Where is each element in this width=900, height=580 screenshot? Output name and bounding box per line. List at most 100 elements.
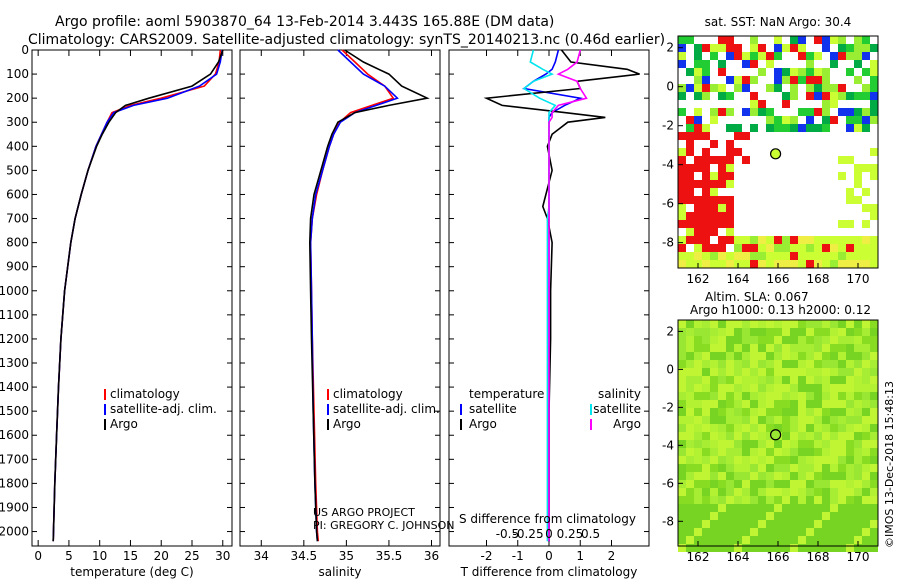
sst-cell (806, 84, 814, 92)
sla-cell (862, 368, 870, 376)
sst-cell (806, 68, 814, 76)
sst-cell (726, 76, 734, 84)
map-x-tick-label: 170 (847, 550, 870, 564)
sst-cell (694, 252, 702, 260)
sst-cell (870, 124, 878, 132)
sla-cell (718, 472, 726, 480)
sst-cell (766, 116, 774, 124)
sla-cell (782, 344, 790, 352)
sst-cell (718, 212, 726, 220)
sla-cell (862, 488, 870, 496)
sla-cell (870, 496, 878, 504)
sla-cell (742, 432, 750, 440)
sst-cell (774, 236, 782, 244)
depth-tick-label: 1300 (0, 356, 29, 370)
sst-cell (774, 92, 782, 100)
sla-cell (838, 496, 846, 504)
sst-cell (718, 172, 726, 180)
sst-cell (734, 108, 742, 116)
sst-cell (726, 108, 734, 116)
sla-cell (710, 376, 718, 384)
sst-cell (846, 236, 854, 244)
sst-cell (694, 124, 702, 132)
sla-cell (710, 520, 718, 528)
sst-cell (782, 100, 790, 108)
sst-cell (702, 124, 710, 132)
sst-cell (734, 36, 742, 44)
legend-label: Argo (469, 417, 497, 431)
sla-cell (702, 464, 710, 472)
sla-cell (838, 432, 846, 440)
sst-cell (814, 244, 822, 252)
sla-cell (734, 376, 742, 384)
map-y-tick-label: -4 (662, 158, 674, 172)
sla-cell (678, 472, 686, 480)
sla-cell (710, 328, 718, 336)
sla-cell (686, 496, 694, 504)
sst-cell (726, 188, 734, 196)
sla-cell (774, 544, 782, 552)
sla-cell (694, 408, 702, 416)
sla-cell (862, 544, 870, 552)
sla-cell (726, 448, 734, 456)
sst-cell (854, 252, 862, 260)
sla-cell (814, 328, 822, 336)
sla-cell (814, 432, 822, 440)
sst-cell (766, 52, 774, 60)
sla-cell (758, 320, 766, 328)
sla-cell (742, 512, 750, 520)
sla-cell (782, 488, 790, 496)
sst-cell (686, 68, 694, 76)
sla-cell (766, 456, 774, 464)
sla-cell (790, 536, 798, 544)
sst-cell (830, 92, 838, 100)
sst-cell (742, 244, 750, 252)
sla-cell (686, 344, 694, 352)
sst-cell (830, 108, 838, 116)
sst-cell (694, 108, 702, 116)
sla-cell (718, 416, 726, 424)
legend-label: satellite (469, 402, 517, 416)
sla-cell (782, 376, 790, 384)
map-x-tick-label: 164 (727, 550, 750, 564)
x-tick-label: -1 (512, 549, 524, 563)
sst-cell (710, 196, 718, 204)
sst-cell (726, 180, 734, 188)
sla-cell (822, 320, 830, 328)
sla-cell (870, 416, 878, 424)
sla-cell (686, 520, 694, 528)
sst-cell (678, 244, 686, 252)
sla-cell (702, 496, 710, 504)
sla-cell (702, 488, 710, 496)
sla-cell (742, 528, 750, 536)
sst-cell (798, 84, 806, 92)
sst-cell (702, 252, 710, 260)
sla-cell (734, 352, 742, 360)
sst-cell (710, 180, 718, 188)
sst-cell (718, 164, 726, 172)
sst-cell (822, 44, 830, 52)
legend-title: temperature (469, 387, 544, 401)
sla-cell (806, 456, 814, 464)
sla-cell (822, 512, 830, 520)
sla-cell (830, 440, 838, 448)
sst-cell (838, 244, 846, 252)
sla-cell (702, 432, 710, 440)
sla-cell (798, 472, 806, 480)
sst-cell (718, 204, 726, 212)
sla-cell (758, 480, 766, 488)
sla-cell (686, 472, 694, 480)
sst-cell (870, 116, 878, 124)
sst-cell (702, 212, 710, 220)
sst-cell (710, 244, 718, 252)
sla-cell (734, 400, 742, 408)
sla-cell (766, 448, 774, 456)
sla-cell (766, 544, 774, 552)
plot-frame (31, 49, 233, 547)
sst-cell (822, 260, 830, 268)
sla-cell (846, 320, 854, 328)
sla-cell (686, 480, 694, 488)
sst-cell (854, 84, 862, 92)
sla-cell (686, 416, 694, 424)
sst-cell (854, 180, 862, 188)
